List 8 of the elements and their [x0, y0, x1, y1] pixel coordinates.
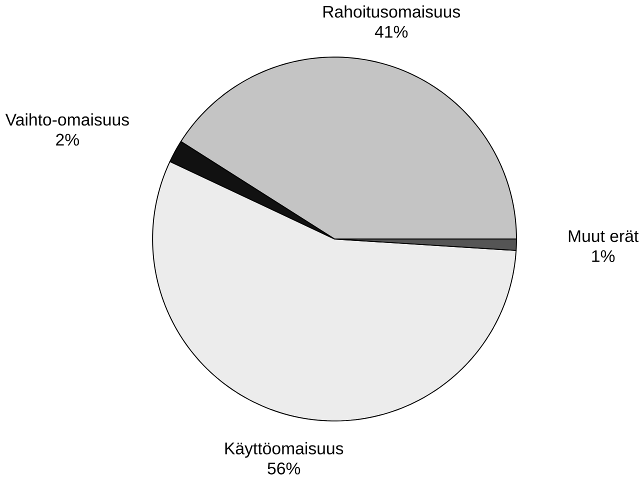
slice-label: Käyttöomaisuus: [225, 442, 344, 458]
data-label: 1%: [592, 250, 615, 262]
data-label: 56%: [268, 462, 300, 475]
data-label: 41%: [374, 26, 408, 38]
slice-label: Rahoitusomaisuus: [323, 5, 460, 18]
slice-label: Vaihto-omaisuus: [5, 113, 129, 126]
slice-label: Muut erät: [568, 230, 639, 242]
data-label: 2%: [56, 134, 80, 146]
